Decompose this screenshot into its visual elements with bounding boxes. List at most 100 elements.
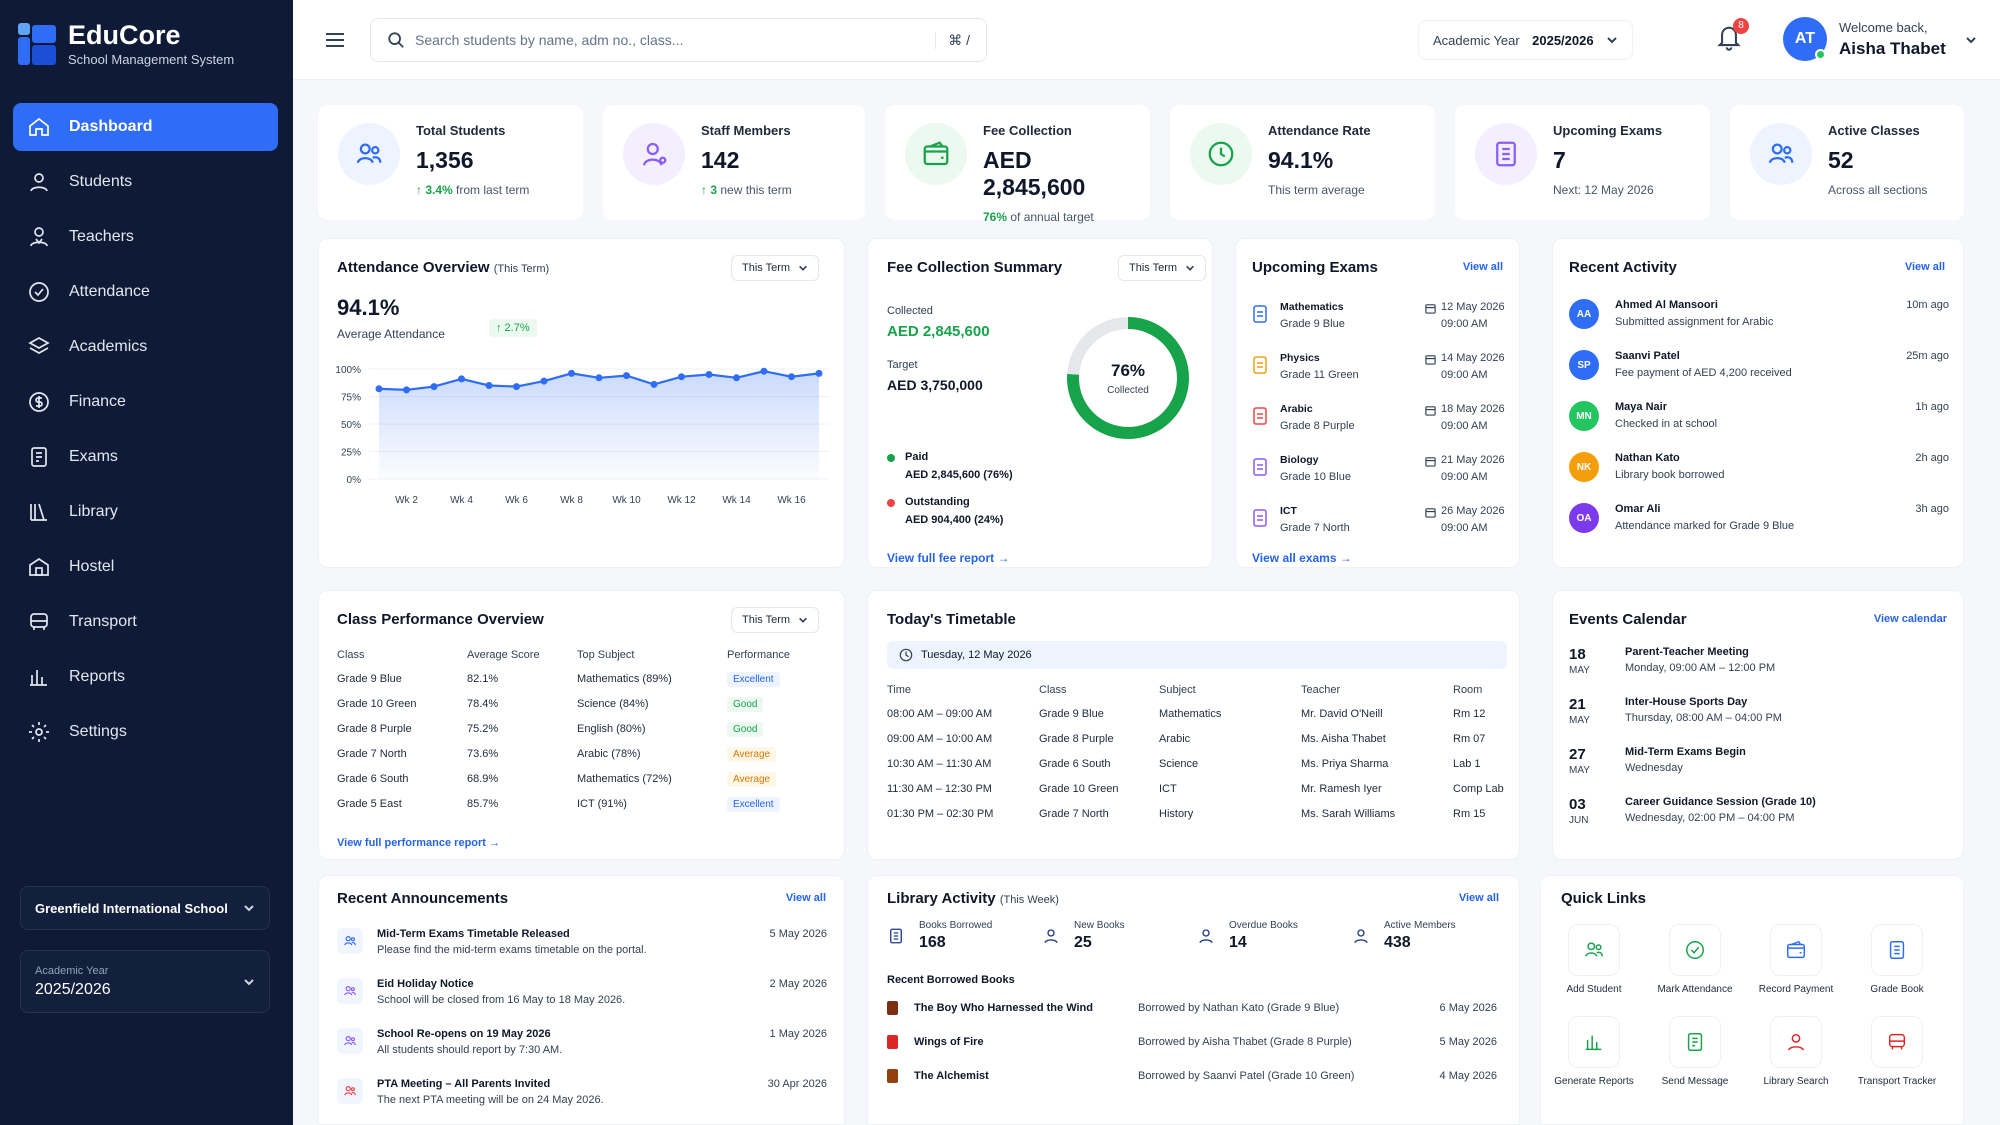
library-icon — [30, 503, 47, 521]
table-cell: Grade 7 North — [337, 747, 407, 760]
exam-item[interactable]: ICT Grade 7 North 26 May 2026 09:00 AM — [1252, 505, 1507, 534]
sidebar-item-finance[interactable]: Finance — [13, 378, 278, 426]
sidebar-item-hostel[interactable]: Hostel — [13, 543, 278, 591]
attendance-point — [788, 373, 795, 381]
school-name: Greenfield International School — [35, 900, 228, 916]
borrowed-book-item[interactable]: Wings of Fire Borrowed by Aisha Thabet (G… — [887, 1035, 1497, 1049]
notifications-button[interactable]: 8 — [1715, 18, 1749, 54]
performance-term-filter[interactable]: This Term — [731, 607, 820, 633]
timetable-date: Tuesday, 12 May 2026 — [921, 649, 1032, 661]
table-row[interactable]: 08:00 AM – 09:00 AM Grade 9 Blue Mathemati… — [887, 701, 1507, 726]
sidebar-item-teachers[interactable]: Teachers — [13, 213, 278, 261]
search-input[interactable] — [415, 32, 936, 48]
stat-card-staff-members[interactable]: Staff Members 142 ↑ 3 new this term — [603, 105, 865, 220]
sidebar-item-reports[interactable]: Reports — [13, 653, 278, 701]
stat-card-active-classes[interactable]: Active Classes 52 Across all sections — [1730, 105, 1964, 220]
view-fee-report-link[interactable]: View full fee report → — [887, 551, 1010, 565]
avatar: SP — [1569, 350, 1599, 380]
event-time: Monday, 09:00 AM – 12:00 PM — [1625, 662, 1776, 674]
stat-card-total-students[interactable]: Total Students 1,356 ↑ 3.4% from last term — [318, 105, 583, 220]
sidebar-item-dashboard[interactable]: Dashboard — [13, 103, 278, 151]
exam-item[interactable]: Biology Grade 10 Blue 21 May 2026 09:00 AM — [1252, 454, 1507, 483]
sidebar-item-students[interactable]: Students — [13, 158, 278, 206]
attendance-point — [540, 377, 548, 385]
borrowed-book-item[interactable]: The Boy Who Harnessed the Wind Borrowed b… — [887, 1001, 1497, 1015]
quick-link-mark-attendance[interactable]: Mark Attendance — [1652, 924, 1738, 995]
table-row[interactable]: 11:30 AM – 12:30 PM Grade 10 Green ICT Mr. … — [887, 776, 1507, 801]
chevron-down-icon[interactable] — [1965, 34, 1977, 46]
activity-view-all-link[interactable]: View all — [1904, 261, 1945, 273]
table-row[interactable]: Grade 7 North 73.6% Arabic (78%) Average — [337, 741, 827, 766]
activity-item[interactable]: MN Maya Nair Checked in at school 1h ago — [1569, 401, 1949, 431]
event-item[interactable]: 27 MAY Mid-Term Exams Begin Wednesday — [1569, 746, 1949, 776]
table-row[interactable]: Grade 6 South 68.9% Mathematics (72%) Avera… — [337, 766, 827, 791]
library-stat: Books Borrowed 168 — [887, 920, 992, 952]
school-selector[interactable]: Greenfield International School — [20, 886, 270, 930]
stat-subtext: ↑ 3.4% from last term — [416, 183, 530, 197]
fee-term-filter[interactable]: This Term — [1118, 255, 1207, 281]
quick-link-record-payment[interactable]: Record Payment — [1753, 924, 1839, 995]
table-row[interactable]: 01:30 PM – 02:30 PM Grade 7 North History M… — [887, 801, 1507, 826]
table-row[interactable]: Grade 9 Blue 82.1% Mathematics (89%) Excell… — [337, 666, 827, 691]
announcement-text: All students should report by 7:30 AM. — [377, 1044, 563, 1056]
table-row[interactable]: Grade 8 Purple 75.2% English (80%) Good — [337, 716, 827, 741]
sidebar-item-settings[interactable]: Settings — [13, 708, 278, 756]
table-row[interactable]: 10:30 AM – 11:30 AM Grade 6 South Science M… — [887, 751, 1507, 776]
view-all-exams-link[interactable]: View all exams → — [1252, 551, 1352, 565]
activity-text: Attendance marked for Grade 9 Blue — [1615, 520, 1795, 532]
event-item[interactable]: 18 MAY Parent-Teacher Meeting Monday, 09:00… — [1569, 646, 1949, 676]
table-row[interactable]: 09:00 AM – 10:00 AM Grade 8 Purple Arabic M… — [887, 726, 1507, 751]
table-row[interactable]: Grade 5 East 85.7% ICT (91%) Excellent — [337, 791, 827, 816]
exam-item[interactable]: Arabic Grade 8 Purple 18 May 2026 09:00 AM — [1252, 403, 1507, 432]
academic-year-selector[interactable]: Academic Year 2025/2026 — [20, 950, 270, 1013]
borrowed-book-item[interactable]: The Alchemist Borrowed by Saanvi Patel (G… — [887, 1069, 1497, 1083]
library-title: Library Activity (This Week) — [887, 890, 1059, 907]
activity-item[interactable]: OA Omar Ali Attendance marked for Grade 9 … — [1569, 503, 1949, 533]
academic-year-dropdown[interactable]: Academic Year 2025/2026 — [1418, 20, 1633, 60]
exams-view-all-link[interactable]: View all — [1462, 261, 1503, 273]
announcement-item[interactable]: School Re-opens on 19 May 2026 All studen… — [337, 1028, 827, 1056]
activity-item[interactable]: AA Ahmed Al Mansoori Submitted assignment … — [1569, 299, 1949, 329]
table-cell: Lab 1 — [1453, 757, 1481, 770]
avatar: OA — [1569, 503, 1599, 533]
quick-link-grade-book[interactable]: Grade Book — [1854, 924, 1940, 995]
announcement-item[interactable]: Eid Holiday Notice School will be closed … — [337, 978, 827, 1006]
table-cell: Mathematics (89%) — [577, 672, 672, 685]
event-item[interactable]: 03 JUN Career Guidance Session (Grade 10) W… — [1569, 796, 1949, 826]
brand[interactable]: EduCore School Management System — [18, 20, 234, 67]
activity-item[interactable]: SP Saanvi Patel Fee payment of AED 4,200 r… — [1569, 350, 1949, 380]
user-avatar[interactable]: AT — [1783, 17, 1827, 61]
activity-name: Omar Ali — [1615, 503, 1661, 515]
announcement-item[interactable]: Mid-Term Exams Timetable Released Please … — [337, 928, 827, 956]
user-menu[interactable]: Welcome back, Aisha Thabet — [1839, 20, 1946, 59]
hostel-icon — [29, 557, 49, 576]
sidebar-item-library[interactable]: Library — [13, 488, 278, 536]
event-item[interactable]: 21 MAY Inter-House Sports Day Thursday, 08:… — [1569, 696, 1949, 726]
announcements-view-all-link[interactable]: View all — [785, 892, 826, 904]
activity-item[interactable]: NK Nathan Kato Library book borrowed 2h ago — [1569, 452, 1949, 482]
event-day: 18 — [1569, 646, 1586, 663]
attendance-point — [485, 382, 493, 389]
view-performance-report-link[interactable]: View full performance report → — [337, 837, 501, 849]
quick-link-add-student[interactable]: Add Student — [1551, 924, 1637, 995]
announcement-item[interactable]: PTA Meeting – All Parents Invited The nex… — [337, 1078, 827, 1106]
exam-item[interactable]: Mathematics Grade 9 Blue 12 May 2026 09:00 … — [1252, 301, 1507, 330]
quick-link-library-search[interactable]: Library Search — [1753, 1016, 1839, 1087]
attendance-term-filter[interactable]: This Term — [731, 255, 820, 281]
quick-link-transport-tracker[interactable]: Transport Tracker — [1854, 1016, 1940, 1087]
stat-card-attendance-rate[interactable]: Attendance Rate 94.1% This term average — [1170, 105, 1435, 220]
sidebar-item-attendance[interactable]: Attendance — [13, 268, 278, 316]
table-row[interactable]: Grade 10 Green 78.4% Science (84%) Good — [337, 691, 827, 716]
stat-card-fee-collection[interactable]: Fee Collection AED 2,845,600 76% of annual… — [885, 105, 1150, 224]
sidebar-item-transport[interactable]: Transport — [13, 598, 278, 646]
hamburger-menu-icon[interactable] — [323, 28, 347, 52]
x-tick-label: Wk 14 — [722, 495, 751, 506]
quick-link-send-message[interactable]: Send Message — [1652, 1016, 1738, 1087]
library-view-all-link[interactable]: View all — [1458, 892, 1499, 904]
sidebar-item-exams[interactable]: Exams — [13, 433, 278, 481]
exam-item[interactable]: Physics Grade 11 Green 14 May 2026 09:00 AM — [1252, 352, 1507, 381]
sidebar-item-academics[interactable]: Academics — [13, 323, 278, 371]
quick-link-generate-reports[interactable]: Generate Reports — [1551, 1016, 1637, 1087]
events-view-calendar-link[interactable]: View calendar — [1873, 613, 1947, 625]
stat-card-upcoming-exams[interactable]: Upcoming Exams 7 Next: 12 May 2026 — [1455, 105, 1710, 220]
